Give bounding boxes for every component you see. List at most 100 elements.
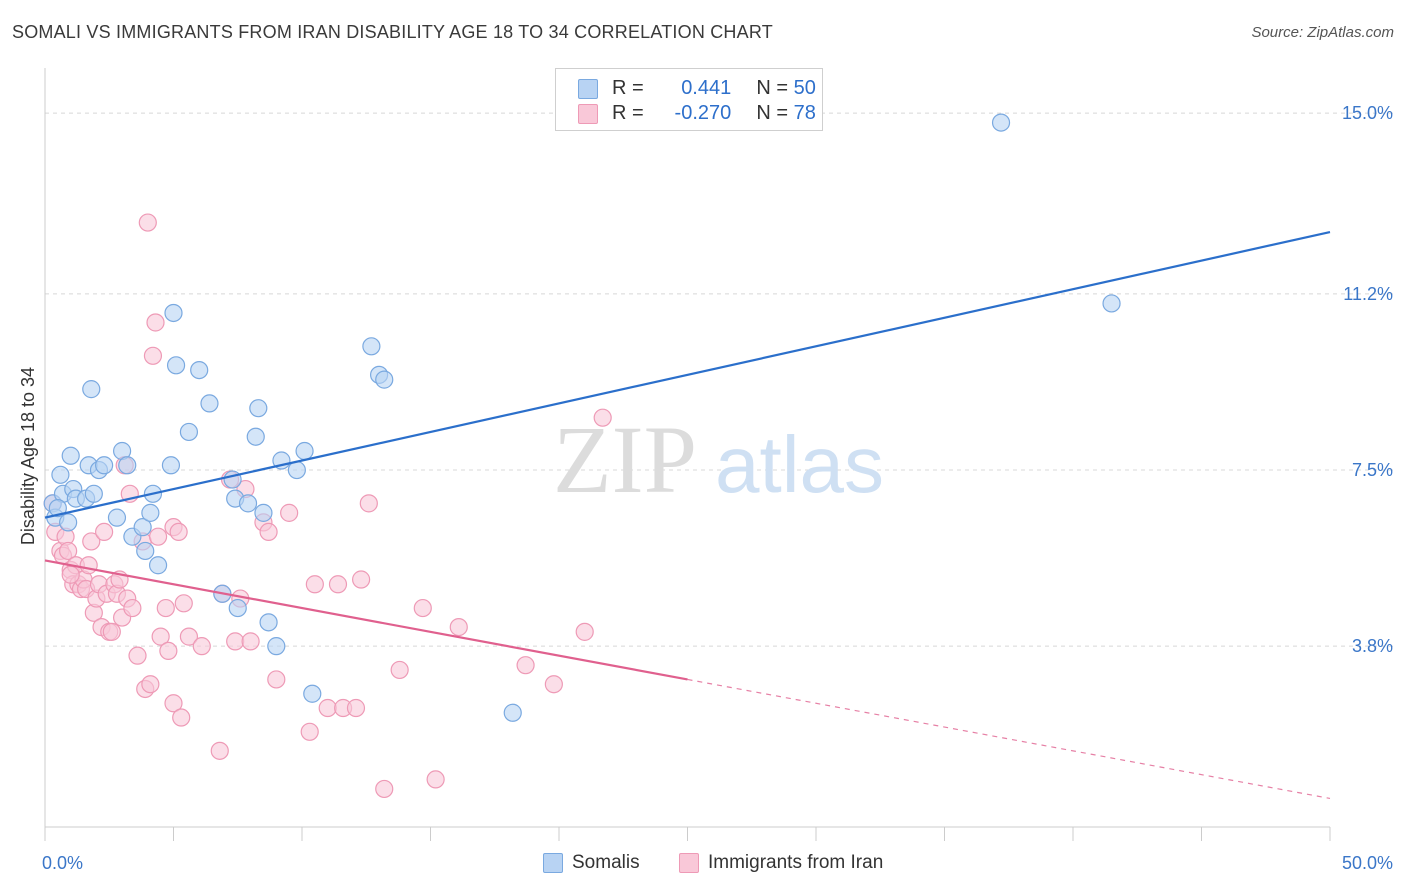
legend-swatch-somali [578,79,598,99]
iran-point [151,627,170,646]
iran-point [359,494,378,513]
iran-point [352,570,371,589]
iran-point [346,698,366,718]
legend-r-value: -0.270 [674,102,732,124]
iran-point [102,622,121,641]
somali-point [249,399,268,418]
iran-point [138,213,157,232]
iran-point [159,641,178,660]
somali-trendline [44,230,1331,519]
somali-point [503,703,522,722]
chart-title: SOMALI VS IMMIGRANTS FROM IRAN DISABILIT… [12,22,773,42]
legend-r-label: R = [612,102,644,124]
watermark-zip: ZIP [553,406,697,513]
iran-point [59,541,78,561]
iran-point [82,532,101,551]
correlation-legend: R = 0.441 N = 50 R = -0.270 N = 78 [555,68,823,131]
legend-text-somali: R = 0.441 N = 50 [612,77,816,100]
somali-point [303,684,322,703]
somali-point [107,508,127,527]
somali-point [238,494,258,513]
trend-layer [44,230,1331,800]
iran-point [128,646,147,665]
iran-point [305,575,324,594]
somali-point [246,427,265,446]
iran-point [156,598,175,618]
grid-layer [45,112,1395,647]
somali-point [148,556,168,575]
y-tick-label: 7.5% [1352,460,1393,480]
somali-point [295,441,314,461]
bottom-swatch-iran [679,853,699,873]
x-tick-label: 50.0% [1342,853,1393,873]
somali-point [1102,294,1121,313]
iran-point [174,594,193,613]
legend-n-label: N = [756,102,789,124]
iran-point [143,346,163,365]
legend-n-label: N = [756,77,789,99]
iran-point [179,627,199,646]
somali-point [136,541,155,561]
x-tick-label: 0.0% [42,853,83,873]
somali-point [84,484,103,503]
somali-point [254,503,273,522]
iran-point [413,598,432,618]
iran-point [259,522,278,542]
bottom-swatch-somali [543,853,563,873]
somali-point [991,113,1011,132]
iran-point [148,527,168,546]
iran-point [280,503,299,522]
iran-point [318,698,337,718]
iran-point [375,779,394,799]
iran-points [43,213,612,799]
iran-point [544,675,563,694]
somali-point [59,513,78,532]
iran-point [575,622,594,641]
y-axis-label: Disability Age 18 to 34 [18,367,38,545]
somali-point [190,360,209,380]
y-tick-label: 3.8% [1352,636,1393,656]
iran-point [328,575,348,594]
legend-swatch-iran [578,104,598,124]
iran-point [593,408,612,427]
iran-trendline-extension [687,678,1331,800]
somali-point [228,598,247,618]
y-tick-label: 15.0% [1342,103,1393,123]
iran-point [226,632,245,651]
somali-point [166,356,186,375]
source-label: Source: ZipAtlas.com [1251,24,1394,41]
legend-n-value: 50 [793,77,816,99]
legend-r-label: R = [612,77,644,99]
iran-point [426,770,445,789]
somali-point [362,337,381,356]
somali-point [51,465,70,484]
labels-layer: 3.8% 7.5% 11.2% 15.0% 0.0% 50.0% Disability Ag… [18,103,1393,873]
somali-point [375,370,394,389]
iran-point [300,722,319,741]
axes-layer [44,68,1331,841]
legend-n-value: 78 [793,102,816,124]
somali-point [267,637,286,656]
somali-point [161,456,181,475]
iran-point [210,741,229,760]
somali-point [133,518,152,537]
iran-point [141,675,160,694]
somali-point [48,499,67,518]
somali-point [259,613,278,632]
iran-point [516,656,535,675]
iran-point [390,660,409,680]
iran-point [169,522,188,542]
somali-points [43,113,1121,722]
somali-point [95,456,114,475]
somali-point [179,422,199,442]
somali-point [82,380,101,399]
iran-point [95,522,114,542]
iran-point [449,618,468,637]
iran-point [146,313,165,332]
iran-point [241,632,260,651]
watermark-atlas: atlas [715,420,884,509]
iran-point [172,708,191,727]
iran-point [123,598,142,618]
somali-point [141,503,160,522]
